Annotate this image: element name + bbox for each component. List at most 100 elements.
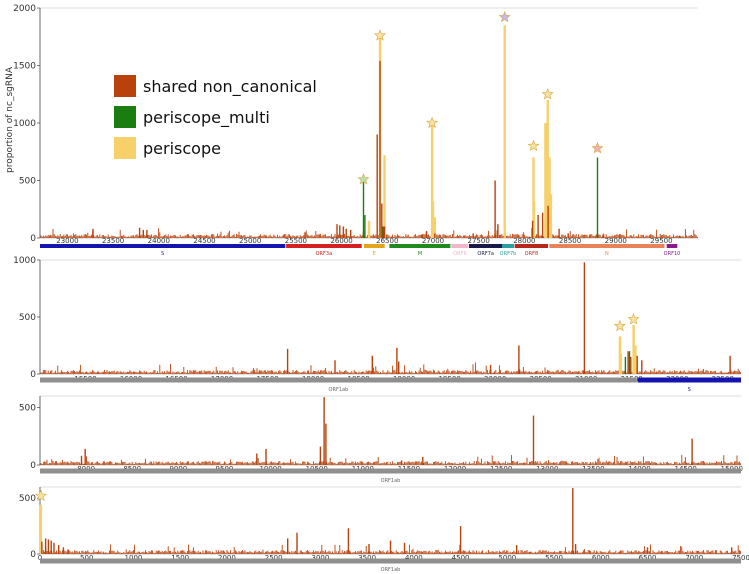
x-tick-label: 25000 bbox=[239, 237, 261, 245]
bar-periscope bbox=[430, 123, 434, 238]
x-tick-label: 23500 bbox=[102, 237, 124, 245]
gene-bar bbox=[364, 244, 385, 248]
gene-bar bbox=[514, 244, 549, 248]
x-tick-label: 500 bbox=[80, 554, 93, 562]
y-tick-label: 0 bbox=[30, 370, 36, 380]
bar-shared bbox=[389, 540, 392, 554]
bar-shared bbox=[142, 229, 144, 238]
gene-bar bbox=[469, 244, 503, 248]
bar-shared bbox=[345, 228, 347, 238]
bar-shared bbox=[368, 544, 370, 554]
bar-periscope bbox=[548, 157, 551, 238]
bar-shared bbox=[403, 542, 406, 554]
gene-bar bbox=[40, 468, 741, 474]
bar-periscope bbox=[383, 155, 386, 238]
bar-periscope bbox=[544, 123, 547, 238]
bar-periscope bbox=[546, 100, 549, 238]
bar-shared bbox=[572, 488, 574, 554]
gene-bar bbox=[666, 244, 678, 248]
bar-shared bbox=[422, 456, 424, 465]
gene-label: ORF1ab bbox=[381, 567, 401, 573]
bar-shared bbox=[376, 134, 378, 238]
bar-shared bbox=[44, 538, 47, 554]
bar-shared bbox=[334, 360, 336, 374]
bar-multi bbox=[624, 356, 627, 374]
bar-shared bbox=[286, 348, 289, 374]
bar-multi bbox=[628, 351, 631, 374]
x-tick-label: 29500 bbox=[650, 237, 672, 245]
bar-shared bbox=[731, 547, 733, 554]
x-tick-label: 29000 bbox=[605, 237, 627, 245]
bar-shared bbox=[489, 364, 492, 374]
x-tick-label: 5000 bbox=[498, 554, 516, 562]
x-tick-label: 3000 bbox=[311, 554, 329, 562]
bar-shared bbox=[342, 226, 345, 238]
bar-shared bbox=[256, 453, 258, 465]
gene-label: ORF1ab bbox=[329, 387, 349, 393]
bar-shared bbox=[325, 423, 327, 465]
gene-bar bbox=[549, 244, 665, 248]
x-tick-label: 7000 bbox=[685, 554, 703, 562]
y-tick-label: 0 bbox=[30, 234, 36, 244]
x-tick-label: 28000 bbox=[513, 237, 535, 245]
x-tick-label: 25500 bbox=[285, 237, 307, 245]
bar-periscope bbox=[367, 220, 371, 239]
gene-label: E bbox=[373, 251, 376, 257]
bar-shared bbox=[532, 415, 535, 465]
bar-shared bbox=[400, 460, 403, 465]
x-tick-label: 6000 bbox=[592, 554, 610, 562]
x-tick-label: 26000 bbox=[330, 237, 352, 245]
bar-shared bbox=[494, 180, 496, 238]
bar-periscope bbox=[532, 201, 536, 238]
bar-shared bbox=[50, 540, 52, 554]
bar-multi bbox=[362, 179, 365, 238]
bar-shared bbox=[567, 233, 569, 238]
gene-bar bbox=[40, 377, 637, 383]
bar-shared bbox=[371, 355, 373, 374]
bar-shared bbox=[425, 231, 428, 238]
x-tick-label: 2500 bbox=[265, 554, 283, 562]
bar-shared bbox=[379, 60, 381, 239]
gene-label: ORF8 bbox=[525, 251, 538, 257]
gene-bar bbox=[502, 244, 515, 248]
star-marker bbox=[527, 139, 540, 152]
bar-periscope bbox=[549, 194, 553, 238]
gene-label: ORF1ab bbox=[381, 478, 401, 484]
star-marker bbox=[541, 87, 554, 100]
bar-shared bbox=[574, 544, 577, 554]
x-tick-label: 24500 bbox=[193, 237, 215, 245]
star-marker bbox=[373, 29, 387, 41]
bar-shared bbox=[627, 351, 629, 374]
bar-multi bbox=[382, 226, 384, 238]
x-tick-label: 27500 bbox=[468, 237, 490, 245]
gene-label: S bbox=[161, 251, 164, 257]
gene-bar bbox=[389, 244, 451, 248]
bar-shared bbox=[602, 234, 604, 238]
bar-shared bbox=[547, 205, 549, 238]
x-tick-label: 23000 bbox=[56, 237, 78, 245]
bar-shared bbox=[347, 528, 350, 554]
bar-shared bbox=[350, 229, 352, 238]
bar-shared bbox=[646, 547, 649, 554]
y-axis-label: proportion of nc_sgRNA bbox=[5, 66, 15, 173]
bar-shared bbox=[516, 545, 518, 554]
bar-shared bbox=[67, 549, 69, 554]
legend-label-periscope: periscope bbox=[143, 139, 221, 158]
x-tick-label: 5500 bbox=[545, 554, 563, 562]
gene-label: ORF7b bbox=[500, 251, 517, 257]
y-tick-label: 500 bbox=[19, 313, 36, 323]
bar-shared bbox=[531, 220, 534, 239]
bar-shared bbox=[396, 347, 398, 374]
legend-label-shared: shared non_canonical bbox=[143, 77, 317, 97]
star-marker bbox=[591, 141, 604, 154]
bar-periscope bbox=[634, 345, 637, 374]
bar-shared bbox=[53, 542, 55, 554]
gene-bar bbox=[637, 377, 741, 383]
bar-shared bbox=[472, 233, 474, 238]
bar-periscope bbox=[632, 325, 635, 374]
bar-shared bbox=[558, 228, 560, 238]
star-marker bbox=[627, 312, 640, 325]
x-tick-label: 27000 bbox=[422, 237, 444, 245]
bar-shared bbox=[541, 212, 544, 238]
